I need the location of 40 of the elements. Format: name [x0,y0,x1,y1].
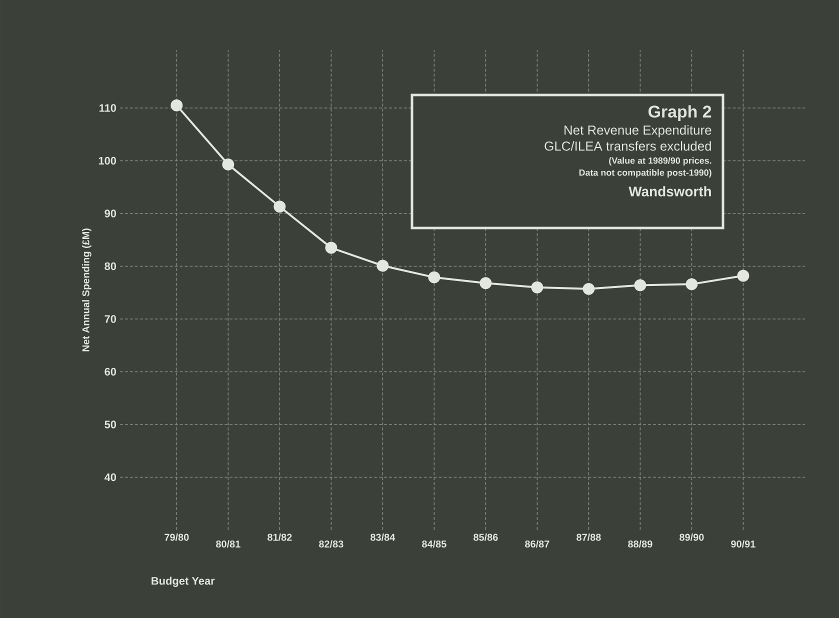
point [737,270,750,282]
point [686,278,698,290]
x-tick-label: 83/84 [370,534,396,541]
point [480,277,492,290]
y-axis-title: Net Annual Spending (£M) [82,228,92,352]
x-tick-label: 89/90 [680,534,704,541]
x-tick-label: 81/82 [268,534,292,541]
point [170,99,183,112]
x-tick-label: 82/83 [319,540,344,548]
annotation: Wandsworth [628,186,711,196]
x-tick-label: 88/89 [628,540,652,548]
text: Graph 2 [648,105,712,121]
x-tick-label: 79/80 [164,534,189,541]
point [274,200,286,213]
y-tick-label: 110 [99,104,116,112]
point [325,242,338,254]
annotation: GLC/ILEA transfers excluded [544,141,711,151]
annotation: Data not compatible post-1990) [579,169,712,178]
point [582,282,595,295]
annotation: (Value at 1989/90 prices. [609,157,712,166]
x-tick-label: 87/88 [576,534,601,541]
x-axis-title: Budget Year [152,576,215,587]
y-tick-label: 60 [104,368,116,376]
x-tick-label: 85/86 [474,534,498,541]
y-tick-label: 70 [104,315,116,323]
x-tick-label: 90/91 [731,540,756,548]
point [222,158,234,170]
text: Net Revenue Expenditure [564,125,712,138]
point [531,281,544,294]
point [376,260,389,272]
point [428,271,440,284]
y-tick-label: 50 [104,420,116,428]
x-tick-label: 80/81 [216,540,240,548]
y-tick-label: 40 [104,473,116,482]
x-tick-label: 86/87 [525,540,550,548]
y-tick-label: 90 [104,210,116,218]
y-tick-label: 80 [104,262,116,270]
y-tick-label: 100 [98,156,116,165]
point [634,279,646,292]
x-tick-label: 84/85 [422,540,446,548]
